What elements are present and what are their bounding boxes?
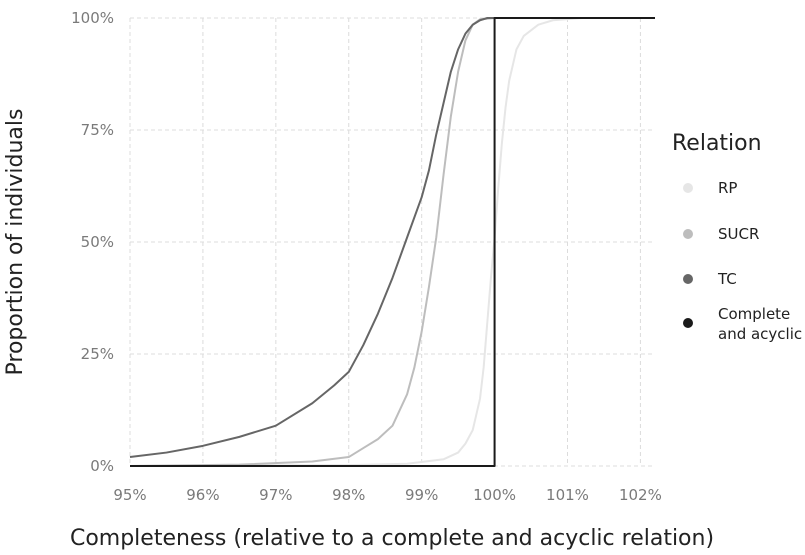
x-tick-label: 100%	[473, 486, 516, 504]
y-tick-labels: 0% 25% 50% 75% 100%	[71, 9, 114, 475]
legend-item: Complete and acyclic	[683, 305, 802, 343]
legend-key	[683, 274, 693, 284]
series-line-complete-and-acyclic	[130, 17, 655, 467]
legend: Relation RP SUCR TC Complete and acyclic	[672, 131, 802, 343]
grid	[129, 17, 655, 467]
y-tick-label: 25%	[81, 345, 114, 363]
legend-item: TC	[683, 270, 737, 288]
series-line-tc	[129, 17, 655, 459]
legend-key	[683, 229, 693, 239]
legend-item: RP	[683, 179, 737, 197]
legend-label: SUCR	[718, 225, 759, 243]
y-axis-title: Proportion of individuals	[3, 109, 28, 376]
x-tick-label: 101%	[546, 486, 589, 504]
legend-title: Relation	[672, 131, 762, 156]
x-tick-label: 95%	[113, 486, 146, 504]
x-tick-label: 97%	[259, 486, 292, 504]
legend-label: TC	[717, 270, 737, 288]
legend-label: Complete	[718, 305, 790, 323]
y-tick-label: 0%	[90, 457, 114, 475]
x-tick-labels: 95% 96% 97% 98% 99% 100% 101% 102%	[113, 486, 662, 504]
legend-key	[683, 318, 693, 328]
y-tick-label: 75%	[81, 121, 114, 139]
x-tick-label: 99%	[405, 486, 438, 504]
legend-key	[683, 183, 693, 193]
x-tick-label: 98%	[332, 486, 365, 504]
series-lines	[129, 17, 655, 467]
y-tick-label: 100%	[71, 9, 114, 27]
y-tick-label: 50%	[81, 233, 114, 251]
x-tick-label: 102%	[619, 486, 662, 504]
x-tick-label: 96%	[186, 486, 219, 504]
series-line-rp	[129, 17, 655, 467]
x-axis-title: Completeness (relative to a complete and…	[70, 526, 714, 551]
legend-label: and acyclic	[718, 325, 802, 343]
legend-items: RP SUCR TC Complete and acyclic	[683, 179, 802, 343]
legend-item: SUCR	[683, 225, 759, 243]
legend-label: RP	[718, 179, 737, 197]
